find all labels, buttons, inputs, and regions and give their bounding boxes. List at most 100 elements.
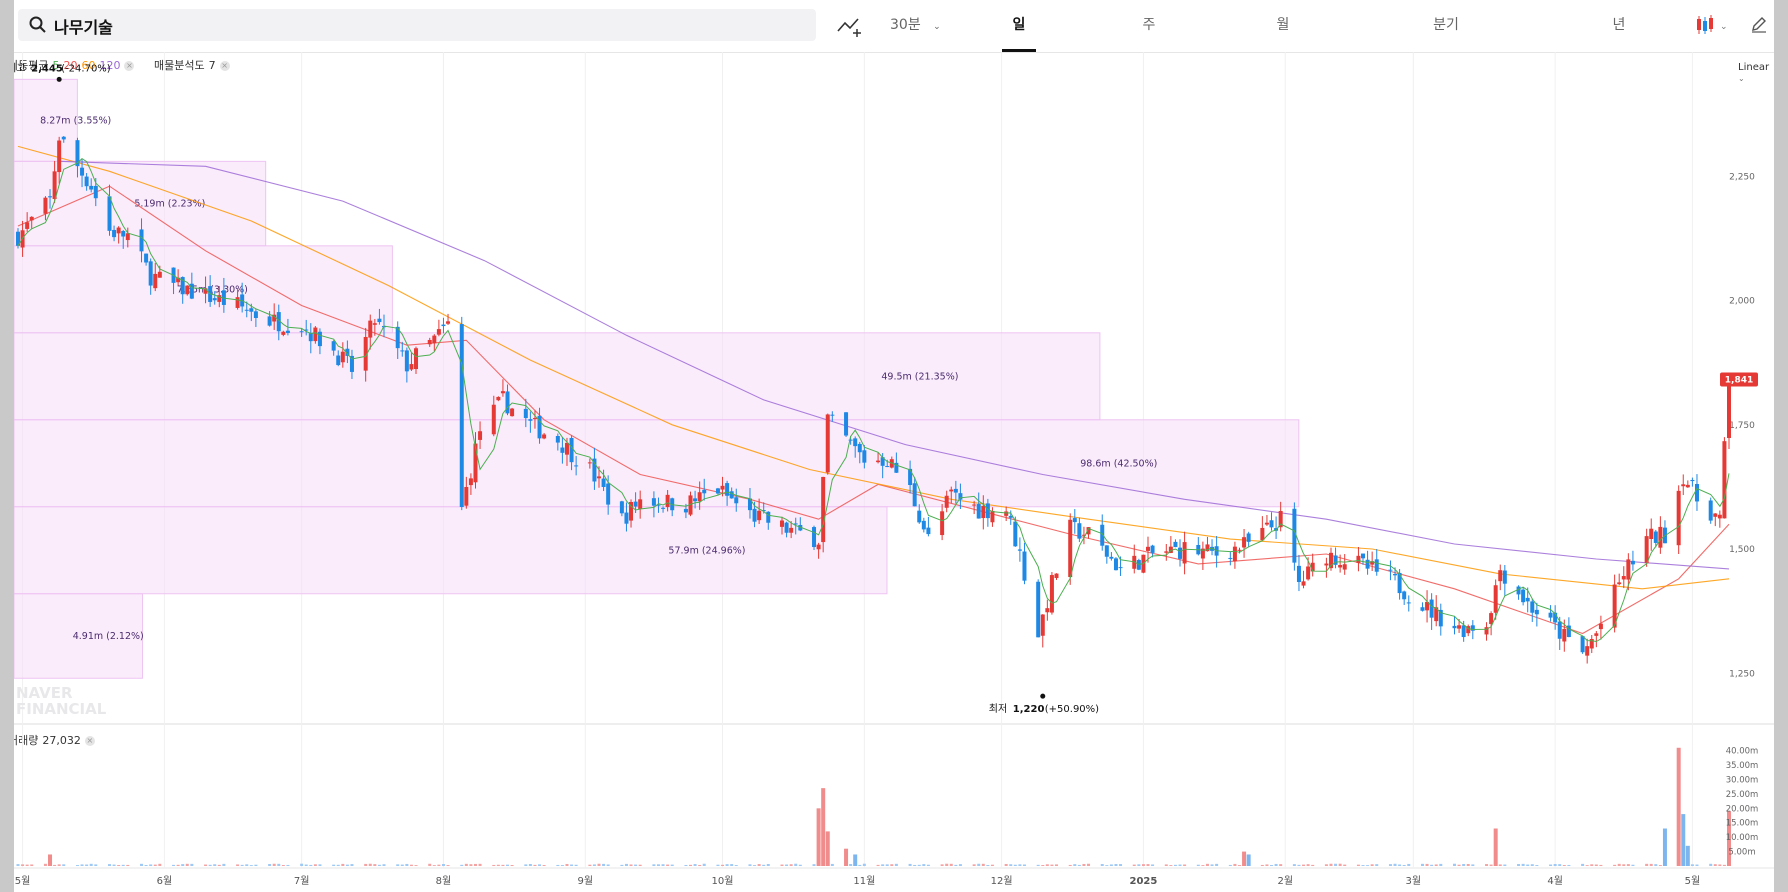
volume-bar	[981, 863, 985, 866]
volume-bar	[1114, 864, 1118, 866]
close-icon[interactable]: ×	[124, 61, 135, 71]
candle-body	[1470, 625, 1475, 631]
pencil-icon[interactable]	[1750, 15, 1768, 33]
candle-body	[665, 494, 670, 508]
volume-bar	[1009, 864, 1013, 866]
volume-bar	[826, 865, 830, 866]
volume-bar	[217, 864, 221, 866]
candle-body	[1182, 542, 1187, 564]
drawing-tool-icon[interactable]	[836, 14, 862, 38]
volume-bar	[556, 864, 560, 866]
volume-bar	[1246, 854, 1251, 866]
volume-bar	[945, 863, 949, 866]
candle-body	[1690, 479, 1695, 482]
volume-bar	[336, 864, 340, 866]
candle-body	[16, 231, 20, 246]
candle-body	[1022, 551, 1027, 581]
volume-bar	[821, 788, 826, 866]
price-tick-label: 1,500	[1729, 545, 1755, 555]
volume-bar	[785, 864, 789, 866]
candle-body	[1516, 586, 1521, 595]
tab-month[interactable]: 월	[1276, 17, 1290, 33]
candle-body	[285, 330, 290, 333]
volume-bar	[428, 863, 432, 866]
candle-body	[1200, 548, 1205, 559]
volume-bar	[853, 863, 857, 866]
volume-bar	[464, 863, 468, 866]
stock-name: 나무기술	[54, 18, 113, 37]
volume-bar	[373, 864, 377, 866]
candle-body	[1136, 560, 1141, 570]
candle-body	[427, 339, 432, 345]
candle-body	[1521, 589, 1526, 603]
volume-bar	[1370, 864, 1374, 866]
stock-search-box[interactable]: 나무기술	[18, 9, 816, 41]
candle-body	[825, 414, 830, 473]
scale-mode-selector[interactable]: Linear ⌄	[1738, 62, 1774, 84]
candle-body	[1434, 607, 1439, 622]
candle-body	[944, 495, 949, 508]
close-icon[interactable]: ×	[84, 736, 95, 746]
volume-bar	[1626, 864, 1630, 866]
volume-bar	[1087, 863, 1091, 866]
volume-bar	[1562, 865, 1566, 866]
close-icon[interactable]: ×	[219, 61, 230, 71]
candle-body	[528, 419, 533, 421]
candle-body	[1676, 490, 1681, 546]
volume-bar	[1137, 864, 1141, 866]
candle-body	[1228, 557, 1233, 559]
candle-body	[171, 267, 176, 283]
tab-day[interactable]: 일	[1012, 17, 1026, 33]
candle-body	[1214, 546, 1219, 556]
candle-body	[363, 336, 368, 371]
price-tick-label: 1,250	[1729, 669, 1755, 679]
candle-body	[555, 436, 560, 443]
price-tick-label: 2,000	[1729, 297, 1755, 307]
volume-bar	[85, 864, 89, 866]
volume-bar	[300, 863, 304, 866]
candle-body	[313, 327, 318, 342]
candle-body	[1164, 551, 1169, 553]
volume-bar	[844, 848, 849, 866]
price-chart[interactable]: 5월 6월 7월 8월 9월 10월 11월 12월 2025 2월 3월 4월 5월1,2501,50…	[14, 0, 1774, 892]
tab-quarter[interactable]: 분기	[1433, 17, 1459, 33]
volume-bar	[1228, 864, 1232, 866]
volume-bar	[1466, 863, 1470, 866]
tab-week[interactable]: 주	[1142, 17, 1156, 33]
volume-bar	[492, 864, 496, 866]
candle-body	[221, 290, 226, 305]
volume-bar	[1013, 864, 1017, 866]
volume-bar	[446, 865, 450, 866]
volume-tick-label: 35.00m	[1726, 761, 1759, 771]
volume-bar	[254, 864, 258, 866]
candle-body	[1246, 533, 1251, 542]
candle-body	[112, 229, 117, 238]
volume-bar	[158, 863, 162, 866]
volume-bar	[1041, 865, 1045, 866]
volume-bar	[570, 864, 574, 866]
volume-bar	[1247, 864, 1251, 866]
volume-bar	[1690, 864, 1694, 866]
volume-bar	[1599, 864, 1603, 866]
candle-body	[478, 431, 483, 440]
candle-body	[1727, 376, 1731, 438]
candle-body	[912, 483, 917, 507]
volume-bar	[1530, 864, 1534, 866]
moving-average-label[interactable]: 이동평균	[14, 59, 49, 72]
candle-body	[597, 476, 602, 479]
candle-body	[203, 288, 208, 294]
candle-body	[1438, 609, 1443, 627]
volume-bar	[318, 864, 322, 866]
candle-body	[725, 483, 730, 496]
candle-body	[395, 326, 400, 349]
volume-bar	[272, 863, 276, 866]
interval-selector[interactable]: 30분 ⌄	[890, 14, 941, 34]
tab-year[interactable]: 년	[1612, 17, 1626, 33]
candle-body	[432, 335, 437, 344]
candle-body	[1713, 513, 1718, 517]
volume-bar	[400, 864, 404, 866]
candle-body	[29, 216, 34, 221]
volume-profile-label[interactable]: 매물분석도	[153, 59, 205, 72]
volume-bar	[126, 864, 130, 866]
candle-type-icon[interactable]: ⌄	[1694, 14, 1730, 36]
